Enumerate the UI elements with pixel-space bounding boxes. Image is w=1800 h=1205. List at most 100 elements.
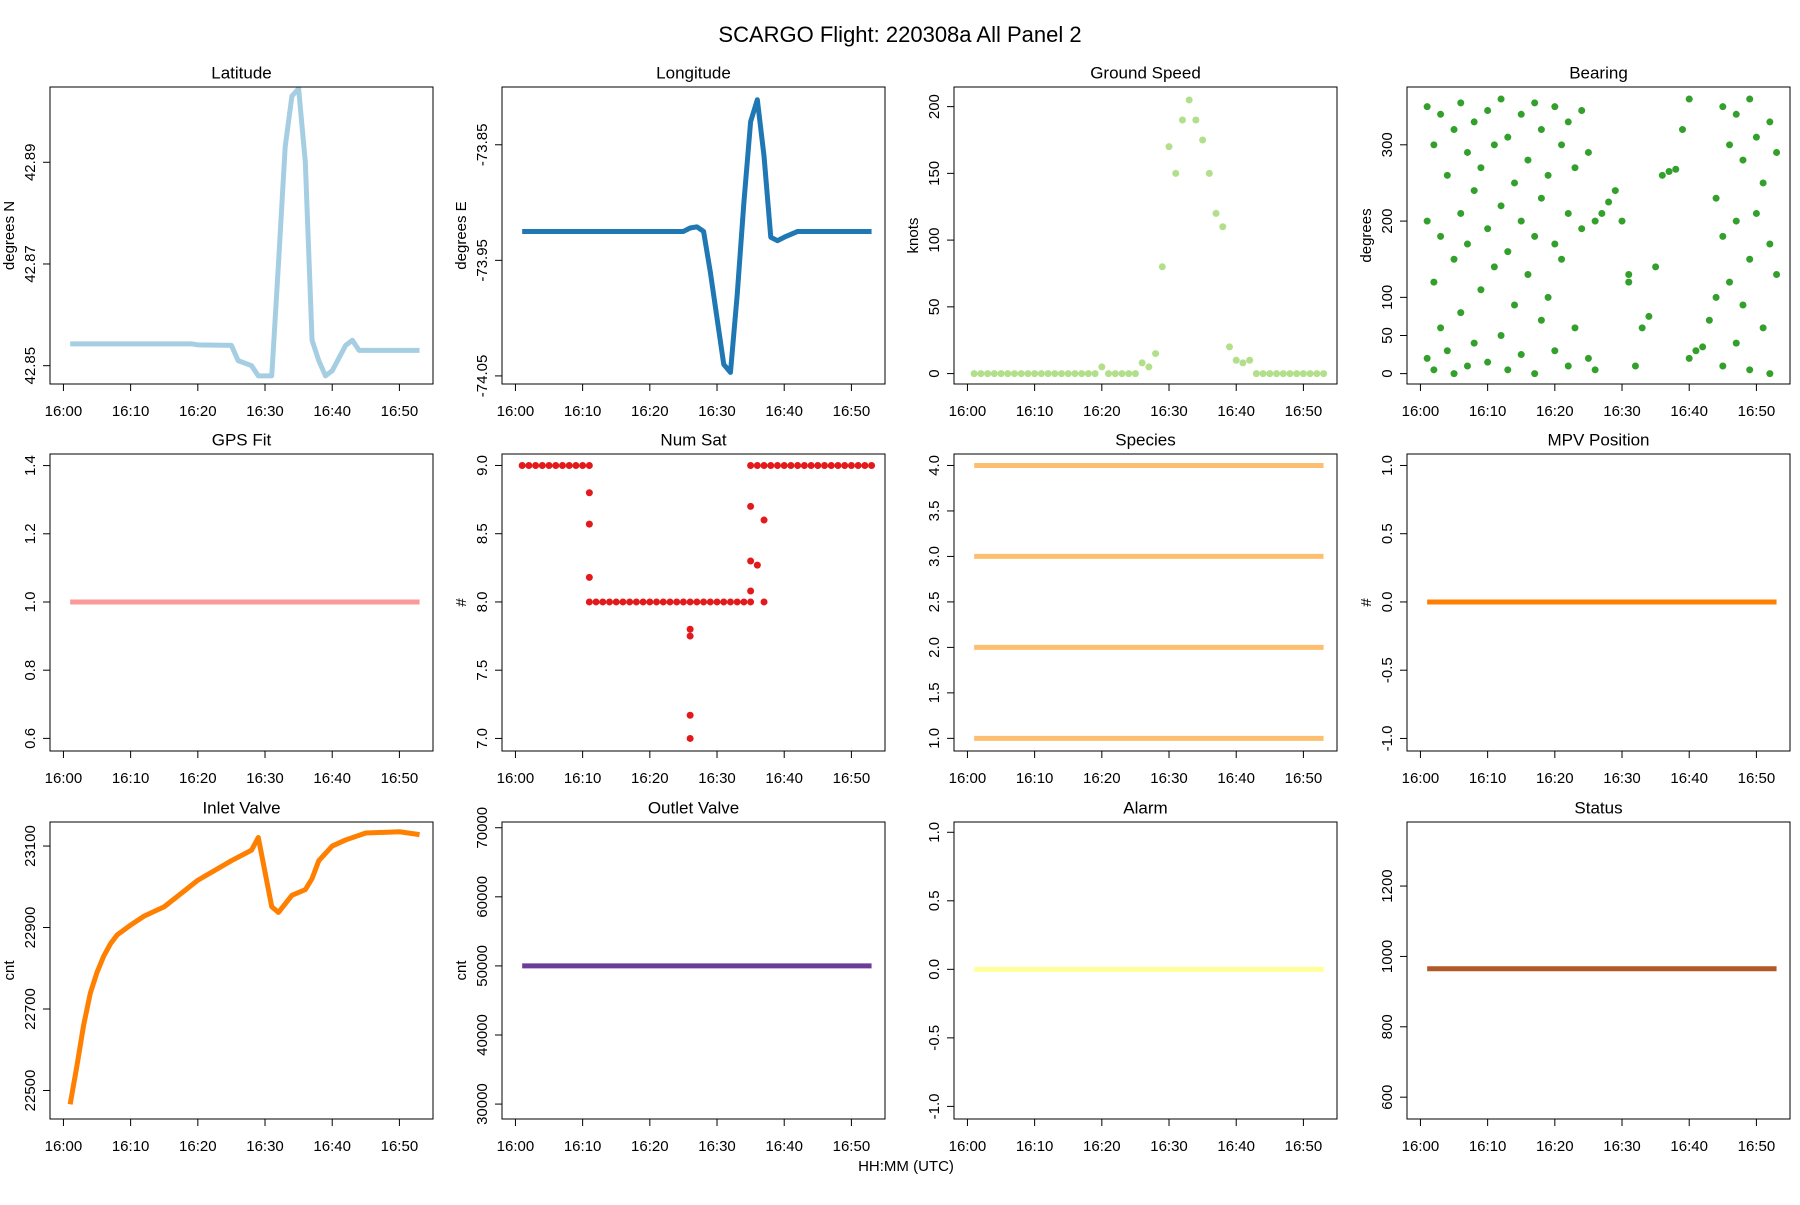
data-point <box>1517 351 1525 359</box>
y-tick-label: 8.0 <box>474 592 491 613</box>
data-point <box>1752 133 1760 141</box>
data-point <box>1037 370 1045 378</box>
x-tick-label: 16:10 <box>112 1138 150 1155</box>
data-point <box>1232 356 1240 364</box>
data-point <box>579 461 587 469</box>
data-point <box>659 598 667 606</box>
data-point <box>1746 255 1754 263</box>
data-point <box>1313 370 1321 378</box>
data-point <box>1463 362 1471 370</box>
data-point <box>1071 370 1079 378</box>
data-point <box>1293 370 1301 378</box>
x-tick-label: 16:10 <box>1469 1138 1507 1155</box>
y-tick-label: 40000 <box>474 1014 491 1056</box>
x-tick-label: 16:10 <box>564 770 602 787</box>
data-point <box>1457 99 1465 107</box>
data-point <box>1423 217 1431 225</box>
data-point <box>1712 293 1720 301</box>
y-axis-label: cnt <box>453 960 470 981</box>
data-point <box>1766 240 1774 248</box>
data-point <box>653 598 661 606</box>
x-tick-label: 16:20 <box>179 403 217 420</box>
y-tick-label: 23100 <box>22 825 39 867</box>
x-tick-label: 16:30 <box>1603 770 1641 787</box>
data-point <box>1091 370 1099 378</box>
data-line <box>70 87 420 379</box>
x-tick-label: 16:20 <box>631 1138 669 1155</box>
x-tick-label: 16:40 <box>1670 770 1708 787</box>
y-tick-label: 1.0 <box>1379 455 1396 476</box>
panel: Ground Speed knots 16:00 16:10 16:20 16:30 16:… <box>905 63 1338 420</box>
data-point <box>1044 370 1052 378</box>
data-point <box>1185 96 1193 104</box>
x-tick-label: 16:40 <box>313 770 351 787</box>
y-tick-label: 1.0 <box>926 822 943 843</box>
chart-title: SCARGO Flight: 220308a All Panel 2 <box>718 22 1081 47</box>
data-point <box>1611 187 1619 195</box>
data-point <box>1165 143 1173 151</box>
data-point <box>1598 209 1606 217</box>
data-point <box>632 598 640 606</box>
y-tick-label: 0.0 <box>1379 592 1396 613</box>
data-point <box>990 370 998 378</box>
x-tick-label: 16:00 <box>45 403 83 420</box>
plot-frame <box>1406 821 1791 1120</box>
data-point <box>518 461 526 469</box>
y-tick-label: 150 <box>926 161 943 186</box>
data-point <box>585 461 593 469</box>
data-point <box>1551 240 1559 248</box>
plot-frame <box>49 86 434 385</box>
x-tick-label: 16:10 <box>112 403 150 420</box>
data-point <box>1564 118 1572 126</box>
data-point <box>538 461 546 469</box>
data-point <box>1497 95 1505 103</box>
x-tick-label: 16:50 <box>1738 770 1776 787</box>
data-point <box>1531 99 1539 107</box>
data-point <box>1551 103 1559 111</box>
data-point <box>1551 347 1559 355</box>
data-point <box>1098 363 1106 371</box>
data-point <box>1031 370 1039 378</box>
y-tick-label: 0.8 <box>22 660 39 681</box>
data-point <box>1504 248 1512 256</box>
data-point <box>821 461 829 469</box>
plot-area <box>522 97 872 375</box>
data-point <box>1443 171 1451 179</box>
y-tick-label: 0 <box>1379 369 1396 377</box>
data-point <box>747 557 755 565</box>
data-point <box>1504 133 1512 141</box>
x-tick-label: 16:30 <box>1603 403 1641 420</box>
data-point <box>619 598 627 606</box>
data-point <box>552 461 560 469</box>
panel-title: Bearing <box>1569 63 1628 82</box>
x-tick-label: 16:10 <box>1016 770 1054 787</box>
data-point <box>760 461 768 469</box>
x-tick-label: 16:00 <box>949 1138 987 1155</box>
data-point <box>686 598 694 606</box>
y-tick-label: 50 <box>926 299 943 316</box>
y-tick-label: 200 <box>1379 209 1396 234</box>
data-point <box>585 520 593 528</box>
data-point <box>525 461 533 469</box>
y-tick-label: 30000 <box>474 1083 491 1125</box>
data-point <box>639 598 647 606</box>
panel: Num Sat #16:00 16:10 16:20 16:30 16:40 16:50 7.… <box>453 430 886 787</box>
x-tick-label: 16:40 <box>765 403 803 420</box>
x-tick-label: 16:40 <box>765 1138 803 1155</box>
x-tick-label: 16:20 <box>1083 1138 1121 1155</box>
data-point <box>747 598 755 606</box>
data-point <box>606 598 614 606</box>
x-tick-label: 16:00 <box>949 403 987 420</box>
y-tick-label: 42.89 <box>22 143 39 181</box>
y-axis-label: degrees <box>1358 208 1375 262</box>
data-point <box>780 461 788 469</box>
x-tick-label: 16:20 <box>1083 403 1121 420</box>
data-point <box>1105 370 1113 378</box>
data-point <box>693 598 701 606</box>
x-tick-label: 16:10 <box>1016 403 1054 420</box>
data-point <box>753 561 761 569</box>
data-point <box>767 461 775 469</box>
data-point <box>1699 343 1707 351</box>
data-point <box>1732 217 1740 225</box>
plot-area <box>67 829 420 1105</box>
